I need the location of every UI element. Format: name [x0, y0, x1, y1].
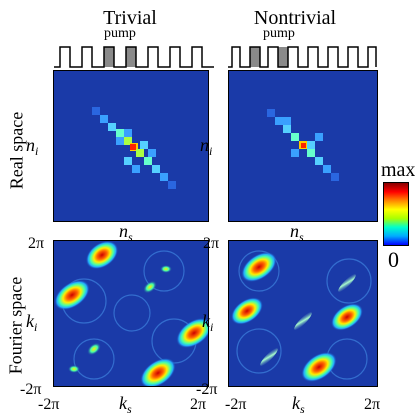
pump-label-nontrivial: pump — [263, 26, 295, 41]
row-label-real-space: Real space — [6, 111, 27, 190]
x-axis-label-real-trivial: ns — [119, 221, 133, 244]
y-axis-label-fourier-nontrivial: ki — [202, 311, 214, 334]
x-axis-label-fourier-trivial: ks — [119, 393, 132, 416]
real-space-map-nontrivial — [228, 70, 378, 222]
y-axis-label-fourier-trivial: ki — [26, 311, 38, 334]
real-space-diagonal-nontrivial — [267, 109, 339, 181]
fourier-space-pattern-trivial — [54, 241, 208, 386]
pump-pulse-2 — [278, 47, 288, 67]
x-tick-left-trivial: -2π — [38, 396, 60, 413]
y-tick-bottom-nontrivial: -2π — [196, 381, 218, 398]
row-label-fourier-space: Fourier space — [5, 276, 26, 375]
colorbar-max-label: max — [381, 159, 415, 181]
x-tick-right-nontrivial: 2π — [364, 396, 381, 413]
fourier-space-pattern-nontrivial — [230, 250, 372, 383]
pump-pulse-2 — [126, 47, 136, 67]
y-axis-label-real-trivial: ni — [26, 135, 39, 158]
y-tick-top-nontrivial: 2π — [203, 235, 220, 252]
x-axis-label-fourier-nontrivial: ks — [292, 393, 305, 416]
x-tick-left-nontrivial: -2π — [225, 396, 247, 413]
pump-waveform-nontrivial — [228, 46, 377, 68]
pump-pulse-1 — [104, 47, 114, 67]
pump-label-trivial: pump — [104, 26, 136, 41]
column-title-nontrivial: Nontrivial — [253, 7, 337, 29]
x-tick-right-trivial: 2π — [190, 396, 207, 413]
column-title-trivial: Trivial — [103, 7, 157, 29]
pump-pulse-1 — [250, 47, 260, 67]
real-space-map-trivial — [53, 70, 209, 222]
x-axis-label-real-nontrivial: ns — [290, 221, 304, 244]
y-axis-label-real-nontrivial: ni — [200, 135, 213, 158]
fourier-space-map-nontrivial — [228, 240, 378, 387]
fourier-space-map-trivial — [53, 240, 209, 387]
y-tick-bottom-trivial: -2π — [20, 381, 42, 398]
colorbar — [383, 182, 409, 246]
real-space-diagonal-trivial — [92, 107, 176, 189]
pump-waveform-trivial — [54, 46, 214, 68]
y-tick-top-trivial: 2π — [28, 235, 45, 252]
colorbar-min-label: 0 — [388, 247, 399, 272]
